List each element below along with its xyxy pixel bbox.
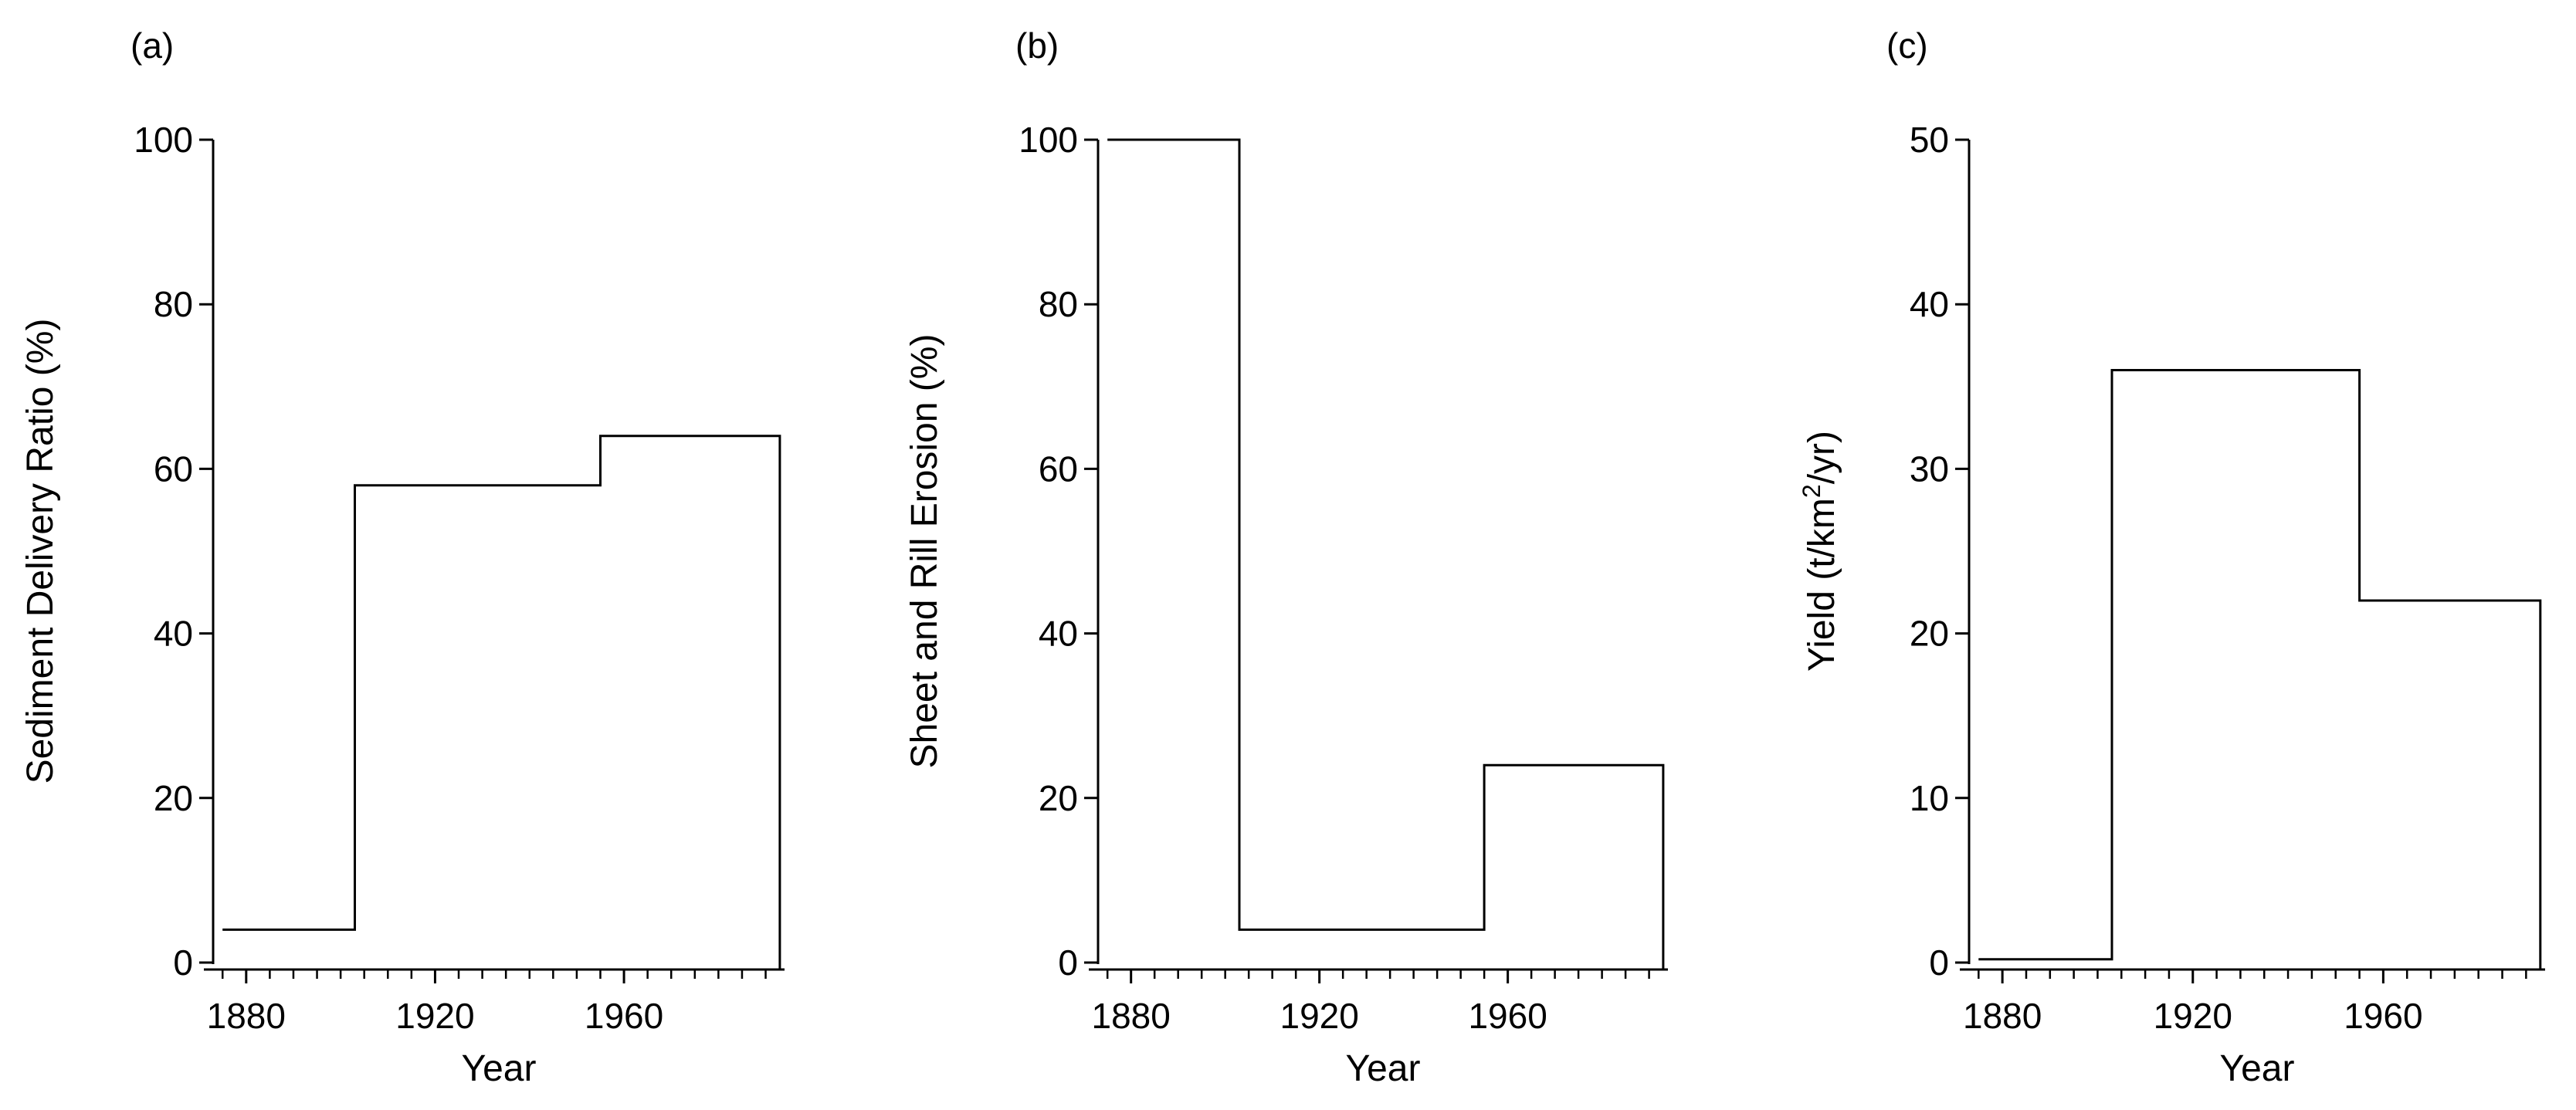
chart-2-y-tick-label: 50 — [1910, 120, 1949, 160]
chart-1-x-tick-label: 1880 — [1092, 996, 1171, 1036]
chart-1-x-axis-title: Year — [1346, 1048, 1421, 1089]
chart-0-x-tick-label: 1880 — [207, 996, 286, 1036]
chart-0-x-tick-label: 1960 — [585, 996, 663, 1036]
chart-1-y-tick-label: 80 — [1039, 284, 1078, 324]
chart-2-y-axis-title: Yield (t/km2/yr) — [1798, 431, 1842, 672]
chart-1-y-tick-label: 0 — [1058, 942, 1078, 983]
chart-0-series-line — [222, 435, 781, 970]
chart-0-panel: (a) 0 20 40 60 80 100 1880 1920 1960 Year Sediment … — [20, 25, 785, 1089]
chart-1-x-tick-label: 1920 — [1280, 996, 1358, 1036]
chart-0-y-tick-label: 20 — [154, 778, 193, 818]
chart-0-panel-label: (a) — [130, 25, 174, 66]
chart-1-y-tick-label: 100 — [1019, 120, 1078, 160]
chart-2-x-tick-label: 1960 — [2344, 996, 2422, 1036]
chart-0-y-axis-title: Sediment Delivery Ratio (%) — [20, 319, 61, 784]
chart-1-x-tick-label: 1960 — [1468, 996, 1547, 1036]
chart-1-series-line — [1107, 138, 1665, 970]
chart-1-y-tick-label: 60 — [1039, 448, 1078, 489]
chart-1-y-axis-title: Sheet and Rill Erosion (%) — [904, 334, 945, 769]
chart-1-panel: (b) 0 20 40 60 80 100 1880 1920 1960 Year Sheet and… — [904, 25, 1668, 1089]
chart-2-x-tick-label: 1920 — [2154, 996, 2232, 1036]
chart-2-y-tick-label: 40 — [1910, 284, 1949, 324]
chart-2-y-tick-label: 30 — [1910, 448, 1949, 489]
chart-2-x-tick-label: 1880 — [1963, 996, 2042, 1036]
chart-1-y-tick-label: 20 — [1039, 778, 1078, 818]
chart-2-panel: (c) 0 10 20 30 40 50 1880 1920 1960 Year Yield (t/k… — [1798, 25, 2545, 1089]
chart-1-y-tick-label: 40 — [1039, 614, 1078, 654]
chart-0-y-tick-label: 100 — [134, 120, 193, 160]
chart-2-series-line — [1978, 369, 2542, 970]
chart-1-panel-label: (b) — [1015, 25, 1059, 66]
chart-2-y-tick-label: 20 — [1910, 614, 1949, 654]
chart-0-y-tick-label: 40 — [154, 614, 193, 654]
chart-2-panel-label: (c) — [1886, 25, 1928, 66]
chart-2-y-tick-label: 10 — [1910, 778, 1949, 818]
chart-0-x-tick-label: 1920 — [395, 996, 474, 1036]
chart-0-x-axis-title: Year — [462, 1048, 537, 1089]
chart-0-y-tick-label: 60 — [154, 448, 193, 489]
chart-2-x-axis-title: Year — [2220, 1048, 2295, 1089]
chart-0-y-tick-label: 80 — [154, 284, 193, 324]
chart-2-y-tick-label: 0 — [1929, 942, 1949, 983]
chart-0-y-tick-label: 0 — [173, 942, 193, 983]
